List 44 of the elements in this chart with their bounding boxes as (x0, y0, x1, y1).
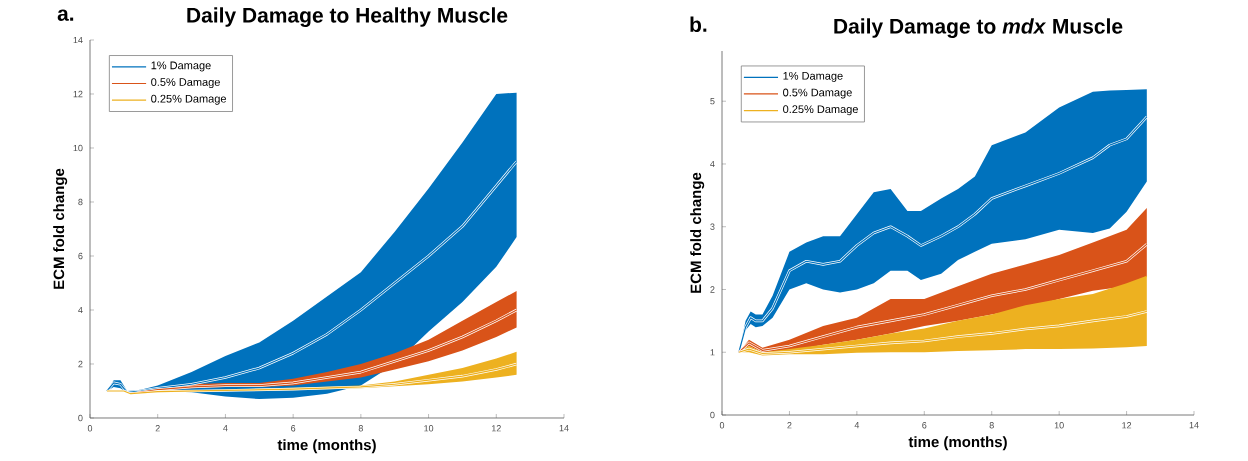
text: a. (57, 9, 74, 21)
x-tick-label: 10 (1054, 422, 1064, 429)
x-tick-label: 8 (358, 425, 363, 432)
legend-label: 1% Damage (783, 71, 843, 82)
y-tick-label: 5 (710, 98, 715, 105)
x-tick-label: 0 (87, 425, 93, 432)
x-tick-label: 14 (559, 425, 569, 432)
x-tick-label: 14 (1189, 422, 1199, 429)
x-tick-label: 6 (922, 422, 927, 429)
y-tick-label: 4 (710, 160, 715, 168)
legend-label: 0.25% Damage (783, 105, 858, 116)
x-tick-label: 2 (155, 425, 160, 432)
x-tick-label: 4 (223, 425, 228, 432)
y-tick-label: 2 (710, 286, 715, 293)
y-tick-label: 10 (73, 144, 83, 152)
chart-title: Daily Damage to mdx Muscle (834, 18, 1123, 38)
y-tick-label: 3 (710, 223, 715, 230)
x-tick-label: 2 (787, 422, 792, 429)
legend-label: 0.25% Damage (151, 94, 227, 105)
y-axis-title: ECM fold change (53, 168, 68, 289)
y-tick-label: 0 (78, 414, 83, 422)
chart-title: Daily Damage to Healthy Muscle (187, 7, 508, 27)
y-tick-label: 0 (710, 411, 715, 419)
legend-label: 0.5% Damage (783, 88, 852, 99)
x-axis-title: time (months) (277, 439, 376, 454)
x-tick-label: 8 (989, 422, 994, 429)
y-tick-label: 1 (710, 349, 715, 356)
y-tick-label: 2 (78, 360, 83, 368)
y-tick-label: 12 (73, 90, 83, 98)
x-tick-label: 6 (291, 425, 296, 432)
x-tick-label: 12 (491, 425, 501, 432)
y-axis-title: ECM fold change (690, 172, 705, 293)
x-tick-label: 10 (424, 425, 434, 432)
x-tick-label: 12 (1122, 422, 1132, 429)
y-tick-label: 8 (78, 198, 83, 206)
y-tick-label: 14 (73, 36, 83, 44)
y-tick-label: 4 (78, 306, 83, 314)
text: b. (690, 16, 707, 32)
x-axis-title: time (months) (908, 436, 1007, 451)
legend-label: 0.5% Damage (151, 78, 220, 89)
x-tick-label: 0 (719, 422, 725, 429)
legend-label: 1% Damage (151, 61, 211, 72)
y-tick-label: 6 (78, 252, 83, 260)
x-tick-label: 4 (854, 422, 860, 429)
